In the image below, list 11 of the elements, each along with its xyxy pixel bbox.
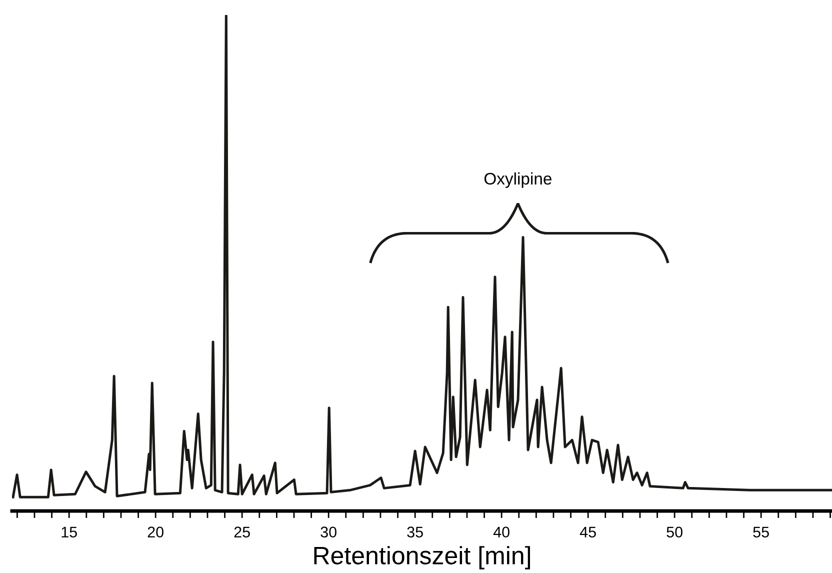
x-tick-label: 55	[753, 526, 769, 538]
x-tick-label: 20	[148, 526, 164, 538]
x-tick-label: 15	[62, 526, 77, 538]
annotation: Oxylipine	[484, 172, 552, 188]
x-tick-label: 40	[493, 526, 510, 538]
x-tick-label: 35	[407, 526, 423, 538]
x-tick-label: 30	[320, 526, 336, 538]
x-axis-title: Retentionszeit [min]	[314, 546, 530, 570]
x-tick-label: 25	[234, 526, 250, 538]
x-tick-label: 45	[580, 526, 596, 538]
x-tick-label: 50	[666, 526, 682, 538]
